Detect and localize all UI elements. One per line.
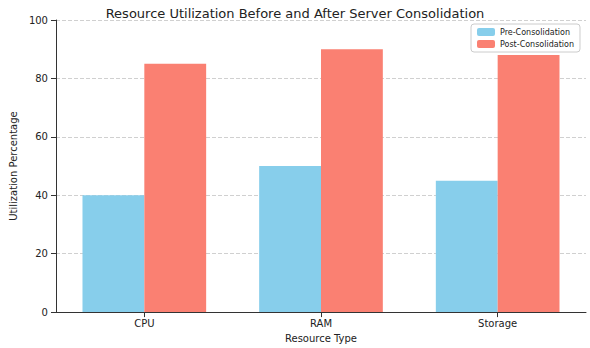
svg-text:Post-Consolidation: Post-Consolidation: [500, 40, 574, 49]
svg-text:CPU: CPU: [134, 318, 154, 329]
svg-text:80: 80: [35, 73, 48, 84]
svg-text:100: 100: [29, 15, 48, 26]
svg-text:0: 0: [42, 307, 48, 318]
svg-text:20: 20: [35, 248, 48, 259]
svg-text:60: 60: [35, 131, 48, 142]
svg-text:40: 40: [35, 190, 48, 201]
svg-text:RAM: RAM: [310, 318, 332, 329]
svg-text:Pre-Consolidation: Pre-Consolidation: [500, 28, 570, 37]
svg-text:Storage: Storage: [478, 318, 517, 329]
svg-text:Resource Utilization Before an: Resource Utilization Before and After Se…: [106, 6, 485, 21]
svg-text:Resource Type: Resource Type: [285, 333, 357, 344]
svg-text:Utilization Percentage: Utilization Percentage: [8, 111, 19, 221]
